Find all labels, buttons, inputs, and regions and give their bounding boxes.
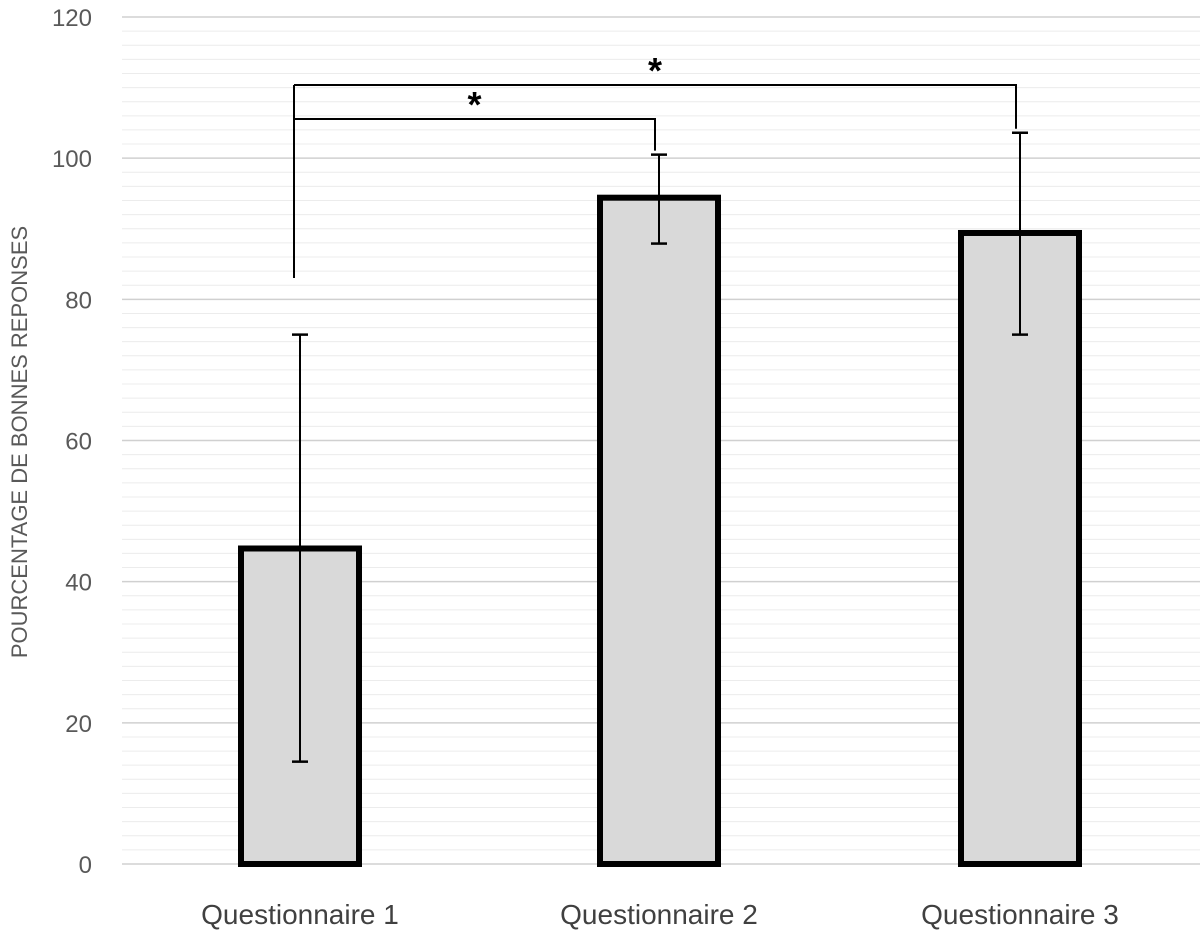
category-label: Questionnaire 2	[560, 899, 758, 930]
category-label: Questionnaire 3	[921, 899, 1119, 930]
y-axis-title: POURCENTAGE DE BONNES REPONSES	[7, 226, 32, 658]
category-labels: Questionnaire 1 Questionnaire 2 Questionna…	[201, 899, 1119, 930]
y-tick-label: 0	[79, 852, 92, 879]
y-tick-labels: 0 20 40 60 80 100 120	[52, 5, 92, 879]
significance-star: *	[467, 84, 481, 125]
significance-bracket	[294, 118, 656, 151]
significance-brackets: **	[293, 50, 1017, 278]
bars	[238, 194, 1082, 868]
category-label: Questionnaire 1	[201, 899, 399, 930]
y-tick-label: 80	[65, 287, 92, 314]
bar	[597, 194, 721, 867]
significance-star: *	[648, 50, 662, 91]
y-tick-label: 20	[65, 711, 92, 738]
significance-bracket	[294, 84, 1017, 129]
y-tick-label: 40	[65, 570, 92, 597]
y-tick-label: 60	[65, 429, 92, 456]
error-bars	[292, 131, 1028, 763]
y-tick-label: 120	[52, 5, 92, 32]
y-tick-label: 100	[52, 146, 92, 173]
bar	[958, 229, 1082, 868]
